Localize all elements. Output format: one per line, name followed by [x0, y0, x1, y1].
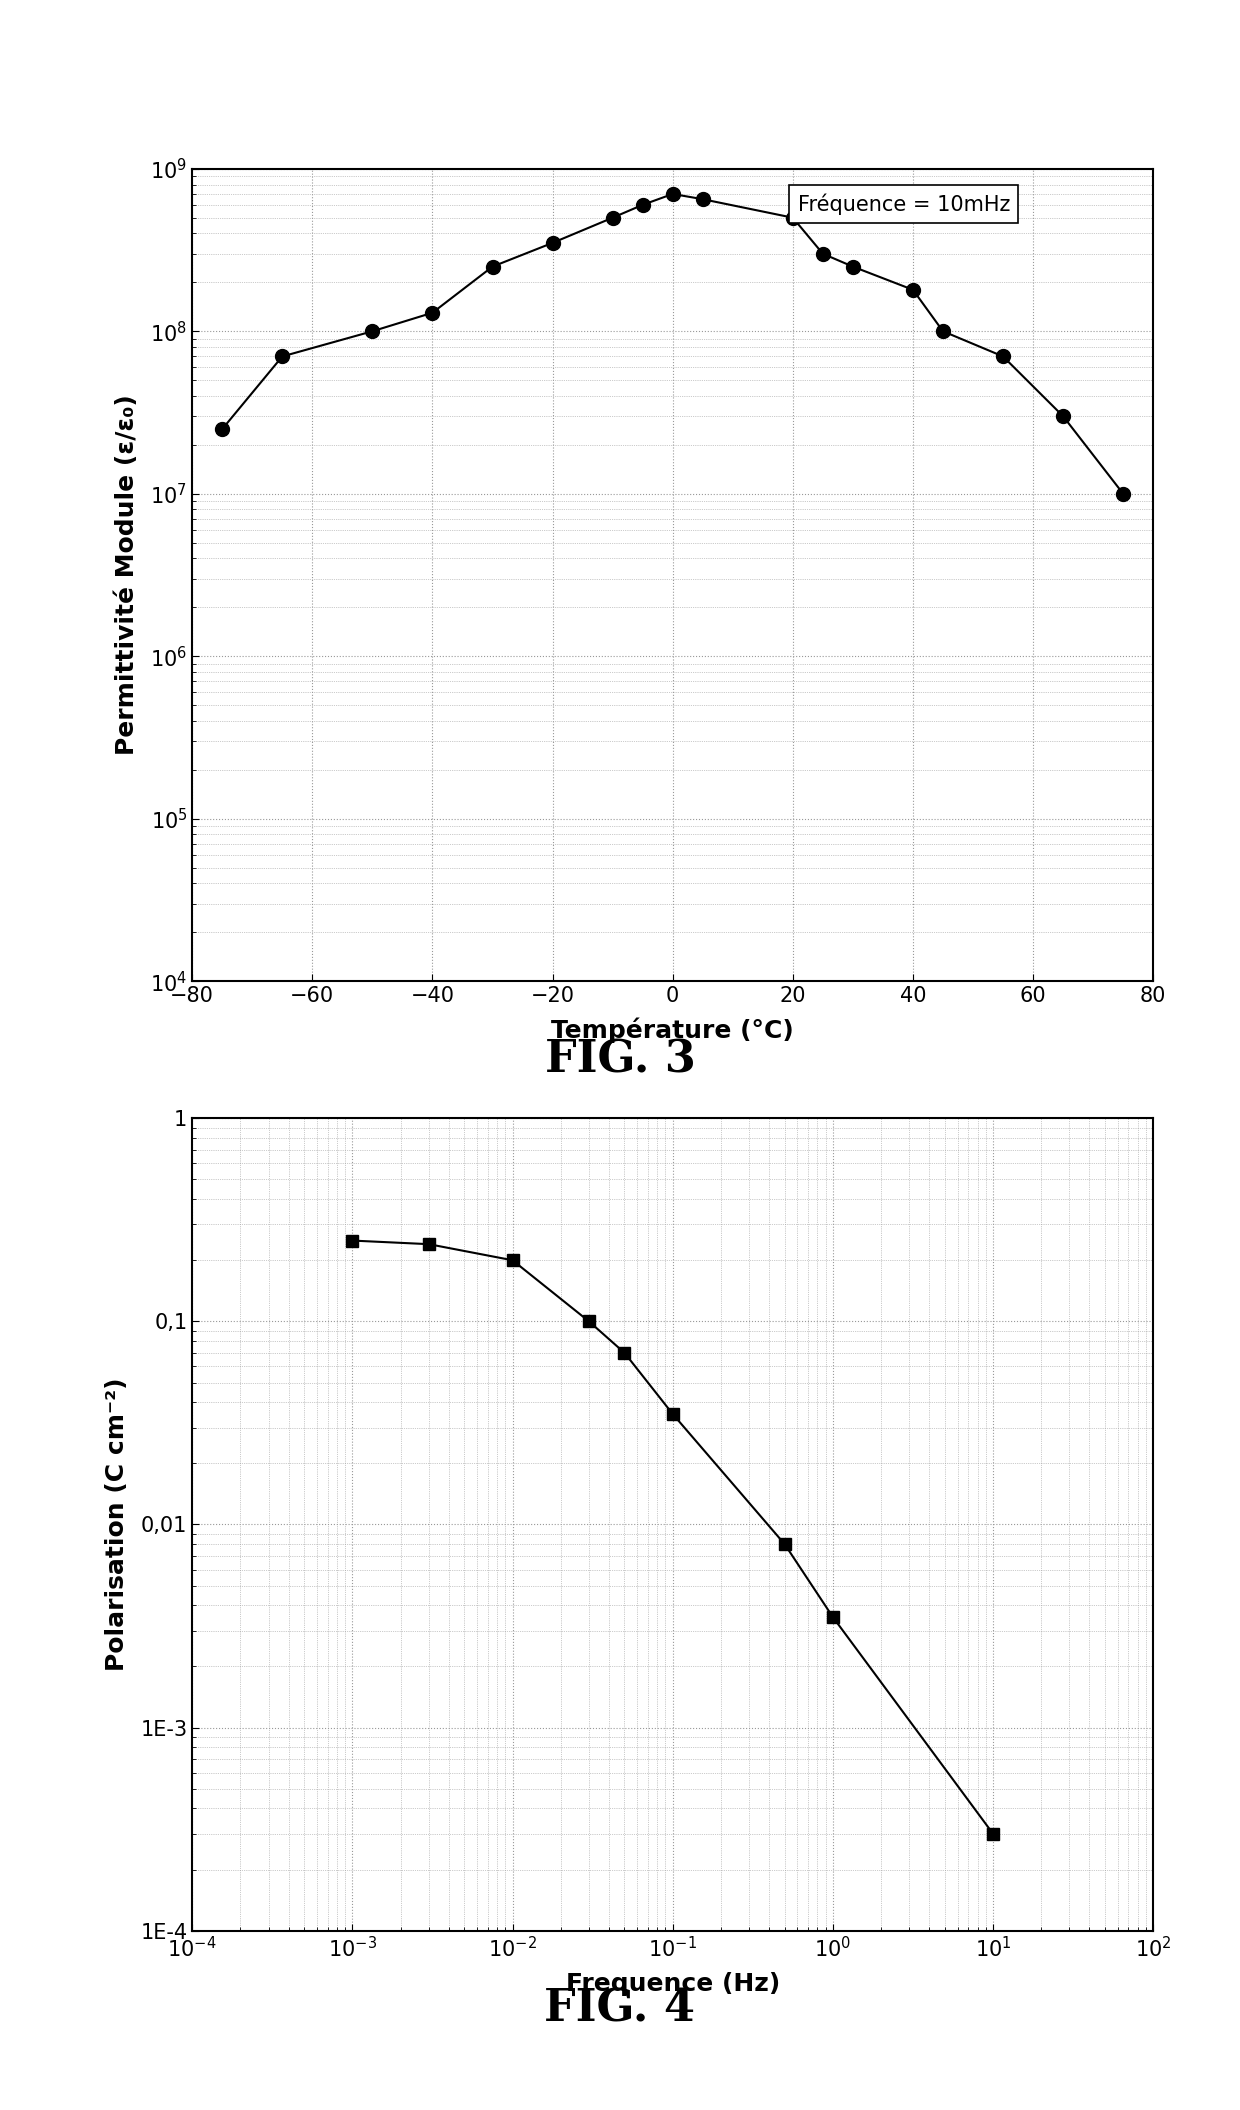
X-axis label: Frequence (Hz): Frequence (Hz) [565, 1973, 780, 1996]
Text: FIG. 3: FIG. 3 [544, 1038, 696, 1080]
Text: FIG. 4: FIG. 4 [544, 1988, 696, 2030]
Text: Fréquence = 10mHz: Fréquence = 10mHz [797, 194, 1011, 215]
X-axis label: Température (°C): Température (°C) [552, 1017, 794, 1042]
Y-axis label: Polarisation (C cm⁻²): Polarisation (C cm⁻²) [105, 1378, 129, 1671]
Y-axis label: Permittivité Module (ε/ε₀): Permittivité Module (ε/ε₀) [115, 395, 139, 755]
